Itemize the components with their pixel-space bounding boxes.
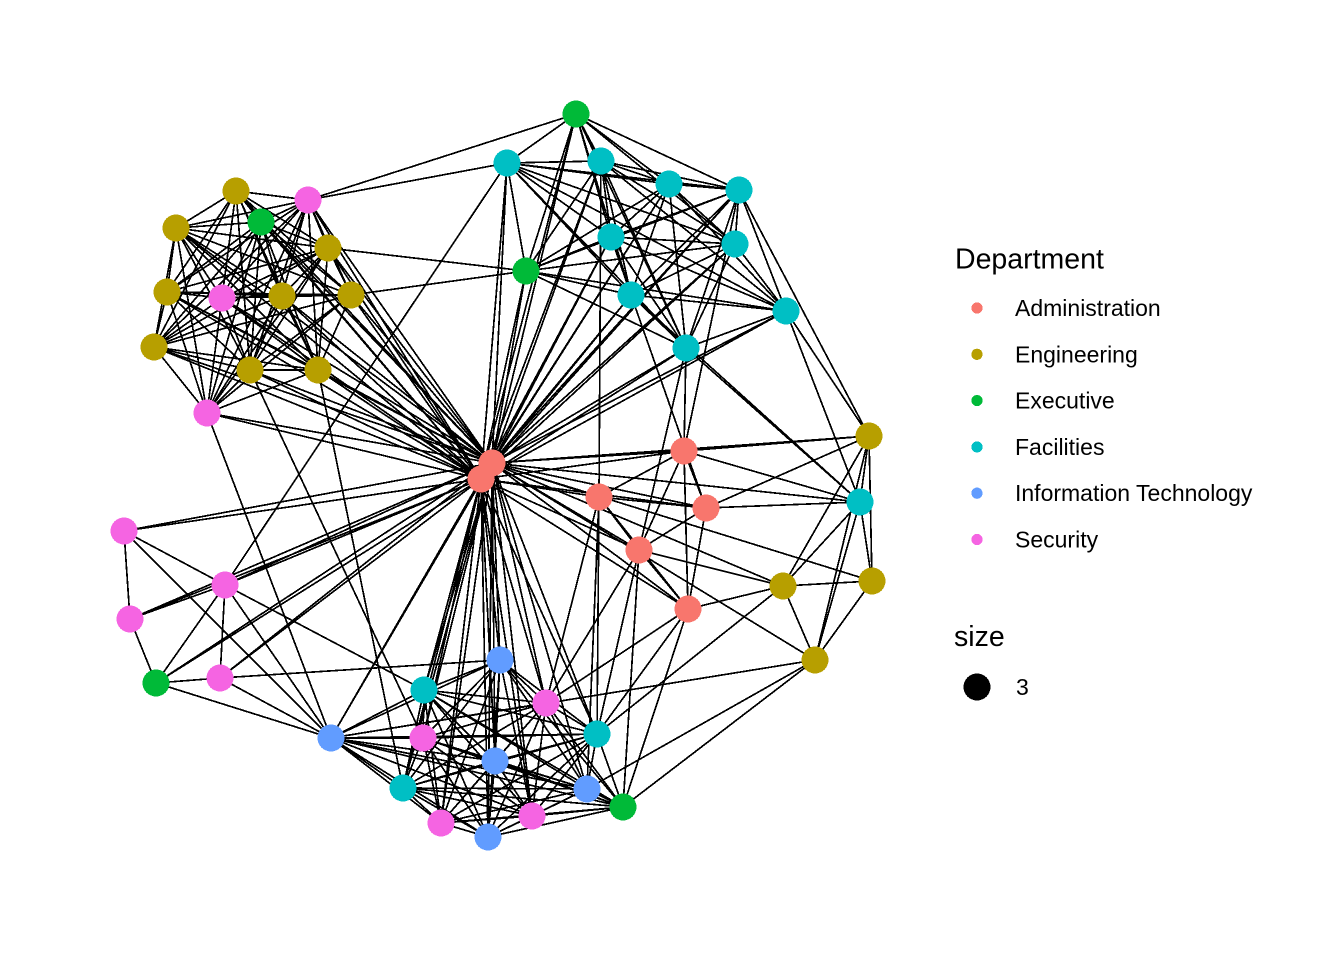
svg-text:Facilities: Facilities <box>1015 434 1104 460</box>
svg-text:Information Technology: Information Technology <box>1015 480 1253 506</box>
svg-text:size: size <box>954 621 1005 653</box>
svg-text:3: 3 <box>1016 674 1029 700</box>
svg-text:Security: Security <box>1015 527 1099 553</box>
svg-text:Administration: Administration <box>1015 295 1161 321</box>
svg-text:Department: Department <box>955 244 1104 276</box>
svg-text:Engineering: Engineering <box>1015 341 1138 367</box>
svg-text:Executive: Executive <box>1015 388 1115 414</box>
